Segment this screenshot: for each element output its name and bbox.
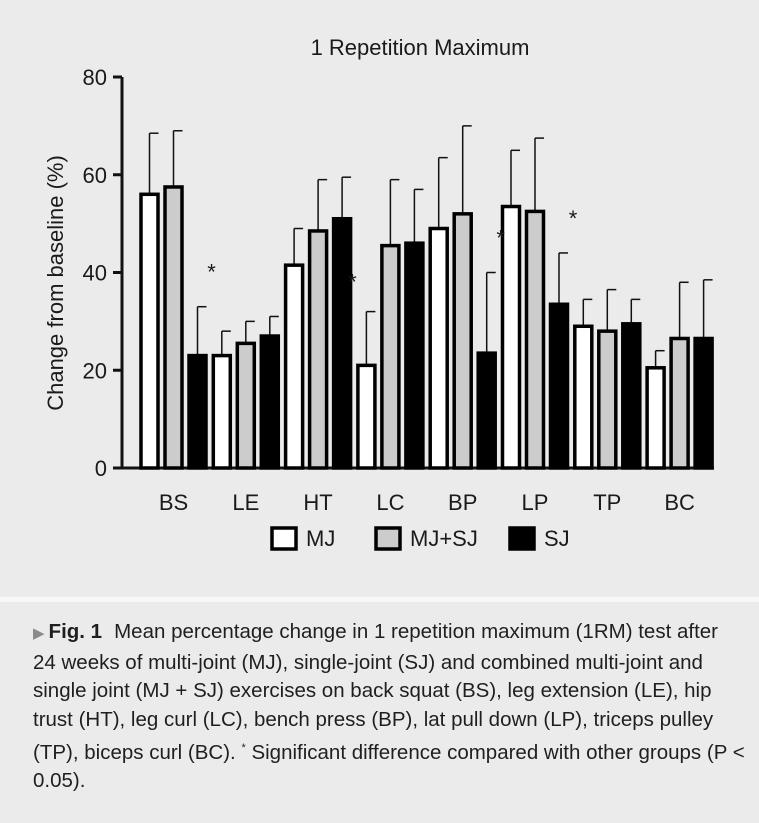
bar	[645, 366, 666, 470]
bar	[404, 241, 425, 470]
y-tick-label: 60	[83, 163, 107, 188]
x-tick-label: LE	[232, 490, 259, 515]
legend-label: MJ+SJ	[410, 526, 478, 551]
bar	[597, 329, 618, 470]
figure-caption: ▶ Fig. 1 Mean percentage change in 1 repet…	[33, 618, 745, 796]
bar	[380, 243, 401, 470]
bar-chart: 1 Repetition Maximum Change from baselin…	[43, 35, 714, 551]
bar	[452, 212, 473, 470]
figure-panel: 1 Repetition Maximum Change from baselin…	[43, 35, 714, 551]
bar	[259, 334, 281, 470]
legend-swatch	[508, 526, 536, 551]
legend-swatch	[270, 526, 298, 551]
bar	[356, 363, 377, 470]
significance-marker: *	[496, 225, 505, 250]
x-tick-label: BP	[448, 490, 477, 515]
bar	[283, 263, 305, 470]
bar	[428, 226, 449, 470]
x-tick-label: BC	[664, 490, 695, 515]
bar	[573, 324, 594, 470]
caption-text: Mean percentage change in 1 repetition m…	[33, 620, 718, 764]
x-tick-label: HT	[303, 490, 332, 515]
y-axis-label: Change from baseline (%)	[43, 155, 68, 411]
bar	[235, 341, 257, 470]
x-tick-label: TP	[593, 490, 621, 515]
bar	[476, 351, 497, 470]
significance-marker: *	[348, 269, 357, 294]
bar	[621, 322, 642, 470]
significance-marker: *	[207, 260, 216, 285]
bar	[139, 192, 160, 470]
bar	[500, 204, 522, 470]
caption-marker-icon: ▶	[33, 625, 45, 642]
y-tick-label: 80	[83, 65, 107, 90]
footnote-marker: *	[241, 742, 246, 754]
caption-divider	[0, 597, 759, 602]
bar	[524, 209, 546, 470]
figure-label: Fig. 1	[48, 620, 103, 643]
legend-swatch	[374, 526, 402, 551]
x-tick-label: BS	[159, 490, 188, 515]
bar	[163, 185, 184, 470]
x-tick-label: LC	[376, 490, 404, 515]
bar	[669, 336, 690, 470]
y-tick-label: 20	[83, 358, 107, 383]
legend-label: MJ	[306, 526, 335, 551]
caption-footnote: Significant difference compared with oth…	[33, 740, 745, 793]
bar	[211, 353, 233, 470]
bar	[187, 353, 208, 470]
chart-title: 1 Repetition Maximum	[311, 35, 530, 60]
y-tick-label: 0	[95, 456, 107, 481]
bar	[548, 302, 570, 470]
bar	[693, 336, 714, 470]
legend-label: SJ	[544, 526, 570, 551]
x-tick-label: LP	[522, 490, 549, 515]
bar	[331, 216, 353, 470]
y-tick-label: 40	[83, 261, 107, 286]
significance-marker: *	[569, 206, 578, 231]
bar	[307, 229, 329, 470]
